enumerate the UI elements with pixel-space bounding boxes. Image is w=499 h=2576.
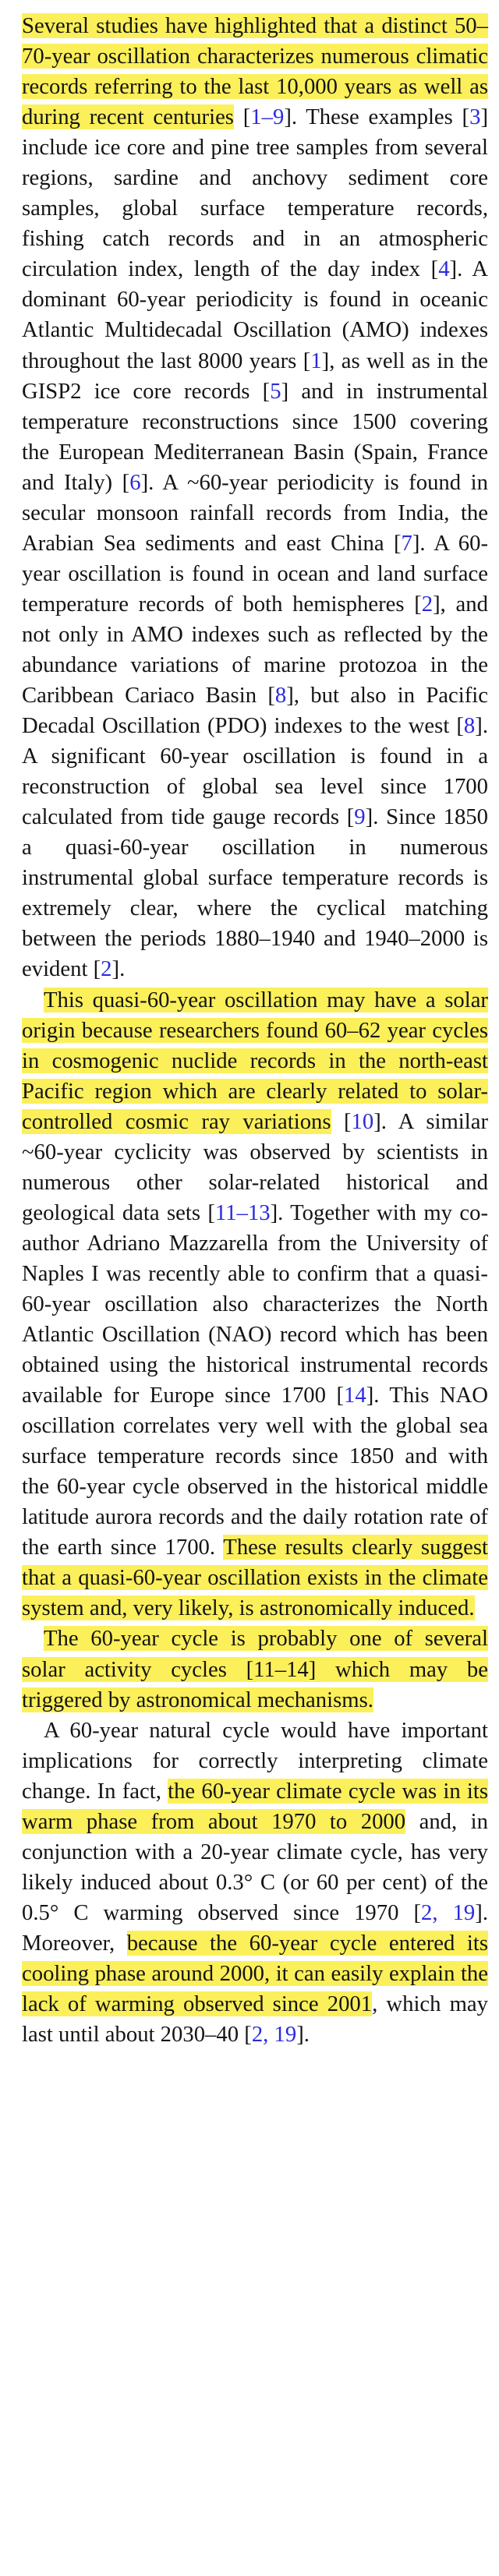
body-text: ], and not only in AMO indexes such as r… [22, 591, 488, 708]
body-text: ]. A similar ~60-year cyclicity was obse… [22, 1108, 488, 1225]
paragraph: A 60-year natural cycle would have impor… [22, 1716, 488, 2051]
citation-link[interactable]: 4 [438, 256, 450, 282]
body-text: ]. A significant 60-year oscillation is … [22, 713, 488, 830]
citation-link[interactable]: 2, 19 [421, 1899, 476, 1925]
body-text: ] and in instrumental temperature recons… [22, 378, 488, 495]
highlighted-text: The 60-year cycle is probably one of sev… [22, 1626, 488, 1712]
body-text: ]. [296, 2022, 310, 2048]
body-text: A 60-year natural cycle would have impor… [22, 1717, 488, 1804]
citation-link[interactable]: 7 [401, 530, 412, 556]
paragraph: Several studies have highlighted that a … [22, 11, 488, 985]
citation-link[interactable]: 11–13 [214, 1200, 271, 1225]
body-text: ]. These examples [ [284, 104, 470, 130]
citation-link[interactable]: 8 [463, 713, 476, 739]
article-body: Several studies have highlighted that a … [22, 11, 488, 2050]
body-text: and, in conjunction with a 20-year clima… [22, 1808, 488, 1925]
highlighted-text: These results clearly suggest that a qua… [22, 1535, 488, 1621]
citation-link[interactable]: 2, 19 [251, 2022, 297, 2048]
body-text: ], as well as in the GISP2 ice core reco… [22, 348, 488, 404]
body-text: [ [331, 1108, 352, 1134]
body-text: [ [233, 104, 251, 130]
citation-link[interactable]: 5 [270, 378, 281, 404]
citation-link[interactable]: 8 [274, 683, 287, 708]
body-text: ]. A ~60-year periodicity is found in se… [22, 469, 488, 556]
citation-link[interactable]: 2 [101, 956, 112, 982]
citation-link[interactable]: 10 [351, 1108, 374, 1134]
paragraph: This quasi-60-year oscillation may have … [22, 985, 488, 1624]
body-text: , which may last until about 2030–40 [ [22, 1991, 489, 2048]
body-text: ]. Together with my co-author Adriano Ma… [22, 1200, 488, 1408]
body-text: ]. Since 1850 a quasi-60-year oscillatio… [22, 804, 488, 982]
body-text: ] include ice core and pine tree samples… [22, 104, 489, 282]
body-text: ]. This NAO oscillation correlates very … [22, 1383, 488, 1560]
body-text: ]. A dominant 60-year periodicity is fou… [22, 256, 488, 373]
body-text: ], but also in Pacific Decadal Oscillati… [22, 683, 488, 739]
citation-link[interactable]: 14 [344, 1383, 366, 1408]
paragraph: The 60-year cycle is probably one of sev… [22, 1624, 488, 1715]
body-text: ]. A 60-year oscillation is found in oce… [22, 530, 488, 617]
citation-link[interactable]: 2 [421, 591, 434, 617]
body-text: ]. [111, 956, 126, 982]
citation-link[interactable]: 1 [310, 348, 322, 373]
body-text: ]. Moreover, [22, 1899, 489, 1956]
citation-link[interactable]: 6 [129, 469, 141, 495]
citation-link[interactable]: 1–9 [250, 104, 285, 130]
citation-link[interactable]: 9 [354, 804, 366, 830]
citation-link[interactable]: 3 [469, 104, 481, 130]
